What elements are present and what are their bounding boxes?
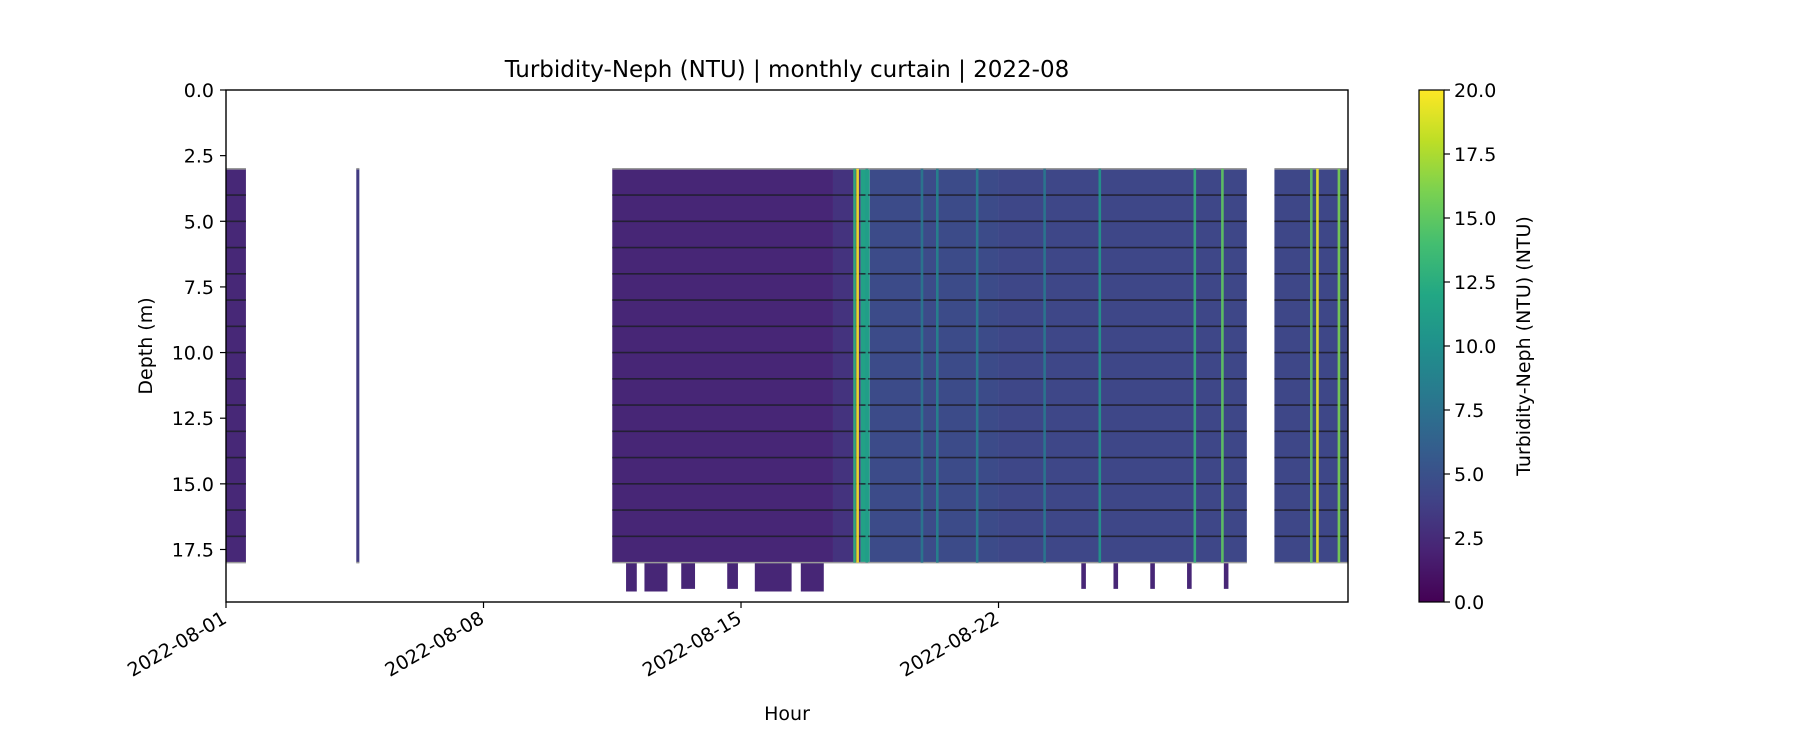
profile-dip: [1081, 557, 1086, 589]
y-tick-label: 5.0: [184, 211, 214, 233]
y-tick-label: 0.0: [184, 80, 214, 102]
profile-dip: [644, 557, 668, 592]
profile-dip: [727, 557, 738, 589]
colorbar-tick-label: 20.0: [1454, 80, 1496, 102]
x-tick-label: 2022-08-08: [381, 607, 488, 681]
colorbar-tick-label: 17.5: [1454, 144, 1496, 166]
x-tick-label: 2022-08-22: [896, 607, 1003, 681]
heatmap-layer: [226, 167, 1348, 592]
colorbar-tick-label: 7.5: [1454, 400, 1484, 422]
y-axis-label: Depth (m): [135, 297, 157, 394]
turbidity-spike: [1337, 168, 1341, 563]
x-axis: 2022-08-01 2022-08-08 2022-08-15 2022-08-22: [124, 602, 1003, 682]
turbidity-spike: [1098, 168, 1102, 563]
curtain-segment: [226, 168, 246, 563]
x-tick-label: 2022-08-01: [124, 607, 231, 681]
plot-area: [225, 89, 1349, 603]
curtain-segment: [869, 168, 999, 563]
turbidity-spike: [1316, 168, 1319, 563]
turbidity-spike: [975, 168, 979, 563]
profile-dip: [1150, 557, 1155, 589]
curtain-segment: [860, 168, 870, 563]
turbidity-spike: [1193, 168, 1197, 563]
profile-dip: [1187, 557, 1192, 589]
profile-dip: [1113, 557, 1119, 589]
y-tick-label: 10.0: [172, 343, 214, 365]
colorbar-tick-label: 5.0: [1454, 464, 1484, 486]
curtain-segment: [998, 168, 1247, 563]
colorbar-tick-label: 0.0: [1454, 592, 1484, 614]
curtain-segment: [832, 168, 861, 563]
profile-dip: [681, 557, 696, 589]
y-tick-label: 12.5: [172, 408, 214, 430]
colorbar-ticks: 0.0 2.5 5.0 7.5 10.0 12.5 15.0 17.5 20.0: [1444, 80, 1496, 614]
chart-title: Turbidity-Neph (NTU) | monthly curtain |…: [504, 57, 1070, 83]
x-axis-label: Hour: [764, 703, 810, 725]
turbidity-spike: [936, 168, 939, 563]
turbidity-spike: [1310, 168, 1313, 563]
plot-frame: [225, 89, 1349, 603]
curtain-segment: [356, 168, 360, 563]
colorbar: 0.0 2.5 5.0 7.5 10.0 12.5 15.0 17.5 20.0 Turbidi…: [1418, 80, 1535, 614]
turbidity-spike: [865, 168, 869, 563]
curtain-segment: [612, 168, 833, 563]
y-axis: 0.0 2.5 5.0 7.5 10.0 12.5 15.0 17.5: [172, 80, 226, 561]
y-tick-label: 2.5: [184, 146, 214, 168]
colorbar-tick-label: 2.5: [1454, 528, 1484, 550]
turbidity-spike: [920, 168, 924, 563]
turbidity-spike: [1221, 168, 1224, 563]
profile-dip: [1223, 557, 1229, 589]
y-tick-label: 7.5: [184, 277, 214, 299]
colorbar-tick-label: 12.5: [1454, 272, 1496, 294]
colorbar-tick-label: 15.0: [1454, 208, 1496, 230]
profile-dip: [800, 557, 824, 592]
profile-dip: [626, 557, 637, 592]
colorbar-tick-label: 10.0: [1454, 336, 1496, 358]
y-tick-label: 17.5: [172, 539, 214, 561]
x-tick-label: 2022-08-15: [639, 607, 746, 681]
turbidity-spike: [856, 168, 859, 563]
turbidity-spike: [1043, 168, 1046, 563]
turbidity-spike: [853, 168, 856, 563]
y-tick-label: 15.0: [172, 474, 214, 496]
colorbar-gradient: [1419, 90, 1444, 602]
colorbar-label: Turbidity-Neph (NTU) (NTU): [1513, 216, 1535, 477]
